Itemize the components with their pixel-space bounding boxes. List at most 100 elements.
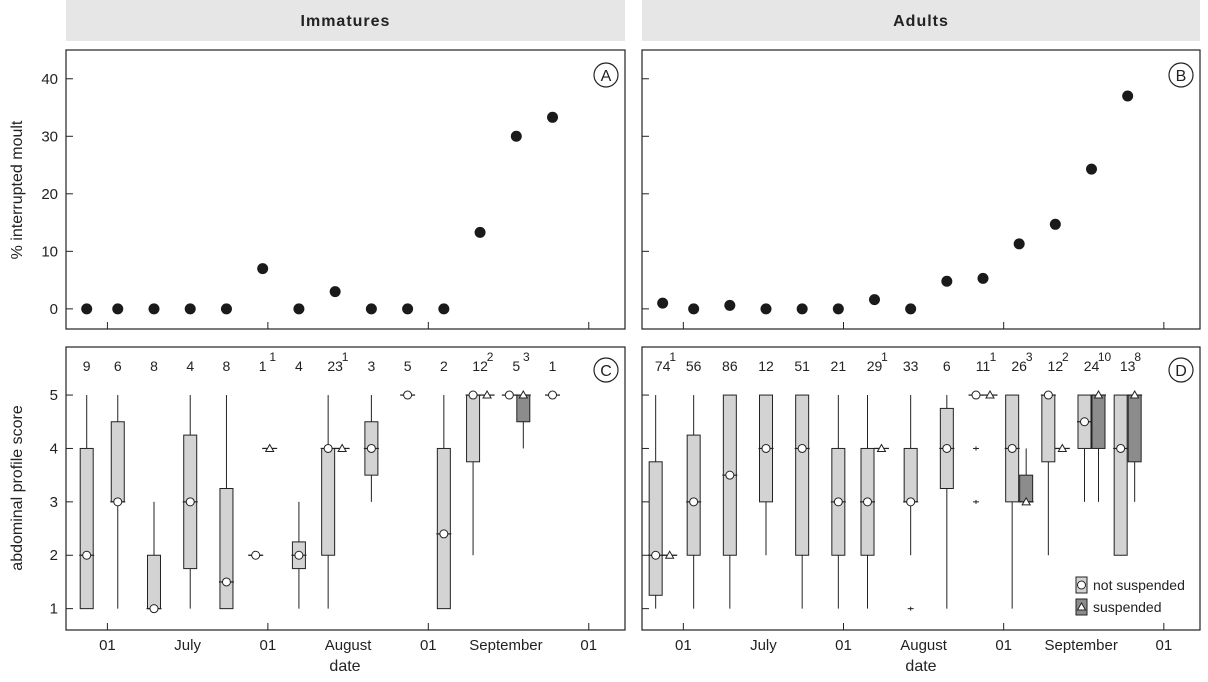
scatter-point-b-13 [1122, 91, 1133, 102]
scatter-point-a-13 [547, 112, 558, 123]
count-label-d-6: 29 [867, 358, 883, 374]
x-tick-label-c-1: 01 [260, 637, 277, 654]
count-label-d-3: 12 [758, 358, 774, 374]
box-ns-c-8 [364, 395, 379, 502]
panel-label-c: C [594, 358, 618, 382]
box-ns-c-6 [291, 502, 306, 609]
scatter-point-b-11 [1050, 219, 1061, 230]
count-label-d-11: 12 [1048, 358, 1064, 374]
box-ns-d-9 [969, 391, 984, 399]
scatter-point-a-3 [185, 303, 196, 314]
box-ns-d-1 [686, 395, 701, 609]
scatter-point-b-10 [1014, 238, 1025, 249]
count-label-d-1: 56 [686, 358, 702, 374]
x-tick-label-d-3: 01 [1155, 637, 1172, 654]
median-marker-circle [907, 498, 915, 506]
box-ns-d-6 [860, 395, 875, 609]
legend: not suspended suspended [1076, 577, 1185, 615]
median-marker-circle [1117, 444, 1125, 452]
scatter-point-a-4 [221, 303, 232, 314]
box-ns-d-11 [1041, 391, 1056, 555]
x-tick-label-d-0: 01 [675, 637, 692, 654]
suspended-count-label-d-3: 3 [1026, 350, 1033, 364]
panel-label-b: B [1169, 63, 1193, 87]
median-marker-circle [834, 498, 842, 506]
median-marker-circle [252, 551, 260, 559]
scatter-point-b-1 [688, 303, 699, 314]
panel-label-a: A [594, 63, 618, 87]
box-body [80, 448, 93, 608]
scatter-point-b-6 [869, 294, 880, 305]
median-marker-circle [798, 444, 806, 452]
scatter-point-a-12 [511, 131, 522, 142]
scatter-point-a-8 [366, 303, 377, 314]
y-axis-title-bottom: abdominal profile score [9, 405, 26, 571]
panel-frame-b [642, 50, 1200, 329]
count-label-d-9: 11 [976, 358, 991, 374]
median-marker-circle [150, 605, 158, 613]
box-s-d-4 [1055, 444, 1070, 451]
box-ns-c-2 [146, 502, 161, 613]
suspended-count-label-d-0: 1 [669, 350, 676, 364]
box-s-d-2 [983, 391, 998, 398]
median-marker-circle [404, 391, 412, 399]
scatter-point-b-12 [1086, 164, 1097, 175]
panel-label-b-text: B [1176, 68, 1187, 85]
y-tick-label-top-2: 20 [41, 186, 58, 203]
suspended-count-label-d-4: 2 [1062, 350, 1069, 364]
box-ns-d-5 [831, 395, 846, 609]
box-ns-c-0 [79, 395, 94, 609]
suspended-count-label-c-0: 1 [269, 350, 276, 364]
legend-item-not-suspended: not suspended [1076, 577, 1185, 593]
median-marker-circle [186, 498, 194, 506]
y-tick-label-top-1: 10 [41, 243, 58, 260]
count-label-c-7: 23 [327, 358, 343, 374]
scatter-point-b-0 [657, 298, 668, 309]
count-label-c-11: 12 [472, 358, 488, 374]
count-label-c-1: 6 [114, 358, 122, 374]
median-marker-circle [114, 498, 122, 506]
panel-label-a-text: A [601, 68, 612, 85]
count-label-c-9: 5 [404, 358, 412, 374]
box-body [467, 395, 480, 462]
x-month-label-c-2: September [469, 637, 542, 654]
count-label-d-7: 33 [903, 358, 919, 374]
count-label-d-5: 21 [831, 358, 847, 374]
suspended-count-label-d-6: 8 [1134, 350, 1141, 364]
scatter-point-a-0 [81, 303, 92, 314]
box-s-d-0 [662, 551, 677, 558]
box-body [220, 489, 233, 609]
box-s-d-5 [1091, 391, 1106, 502]
scatter-point-a-7 [330, 286, 341, 297]
x-month-label-d-2: September [1044, 637, 1117, 654]
scatter-point-a-10 [438, 303, 449, 314]
panel-frame-a [66, 50, 625, 329]
x-axis-title-right: date [905, 658, 936, 675]
box-s-c-1 [335, 444, 350, 451]
box-ns-c-10 [436, 395, 451, 609]
legend-label-suspended: suspended [1093, 599, 1162, 615]
y-tick-label-bottom-4: 5 [50, 387, 58, 404]
box-s-c-3 [516, 391, 531, 448]
x-tick-label-d-1: 01 [835, 637, 852, 654]
count-label-d-2: 86 [722, 358, 738, 374]
median-marker-circle [1081, 418, 1089, 426]
count-label-c-2: 8 [150, 358, 158, 374]
box-ns-c-7 [321, 395, 336, 609]
count-label-c-4: 8 [223, 358, 231, 374]
box-ns-c-9 [400, 391, 415, 399]
x-tick-label-c-3: 01 [580, 637, 597, 654]
box-body [1092, 395, 1105, 448]
scatter-point-b-2 [724, 300, 735, 311]
count-label-c-0: 9 [83, 358, 91, 374]
count-label-d-4: 51 [794, 358, 810, 374]
median-marker-circle [83, 551, 91, 559]
scatter-point-b-7 [905, 303, 916, 314]
box-s-d-6 [1127, 391, 1142, 502]
median-marker-circle [324, 444, 332, 452]
box-s-d-1 [874, 444, 889, 451]
median-marker-circle [690, 498, 698, 506]
median-marker-circle [222, 578, 230, 586]
scatter-point-b-5 [833, 303, 844, 314]
